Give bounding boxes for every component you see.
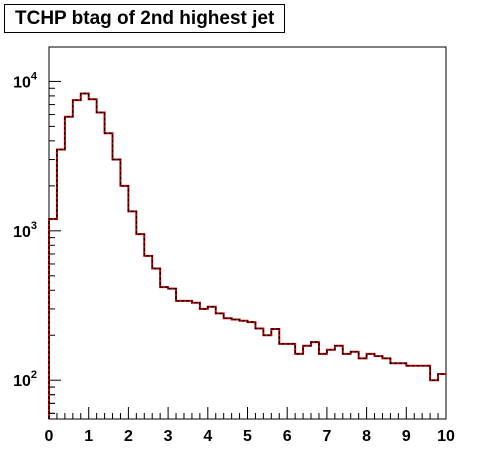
- series-layer: [48, 92, 446, 419]
- solid-series-line: [48, 92, 446, 419]
- x-tick-label: 9: [402, 428, 411, 445]
- x-tick-label: 8: [362, 428, 371, 445]
- x-tick-label: 10: [437, 428, 455, 445]
- x-tick-label: 6: [283, 428, 292, 445]
- x-tick-label: 1: [84, 428, 93, 445]
- x-tick-label: 4: [203, 428, 212, 445]
- x-tick-label: 2: [124, 428, 133, 445]
- x-tick-label: 3: [164, 428, 173, 445]
- x-tick-label: 7: [322, 428, 331, 445]
- x-tick-label: 0: [45, 428, 54, 445]
- chart-title-box: TCHP btag of 2nd highest jet: [4, 4, 286, 33]
- y-tick-label: 103: [13, 220, 37, 241]
- chart-title: TCHP btag of 2nd highest jet: [15, 7, 275, 29]
- plot-frame: [48, 46, 447, 420]
- x-axis: 0 1 2 3 4 5 6 7 8 9 10: [45, 407, 455, 445]
- y-tick-label: 104: [13, 70, 38, 91]
- y-axis: 102 103 104: [13, 70, 61, 414]
- dashed-series-line: [48, 92, 446, 419]
- y-tick-label: 102: [13, 369, 37, 390]
- x-tick-label: 5: [243, 428, 252, 445]
